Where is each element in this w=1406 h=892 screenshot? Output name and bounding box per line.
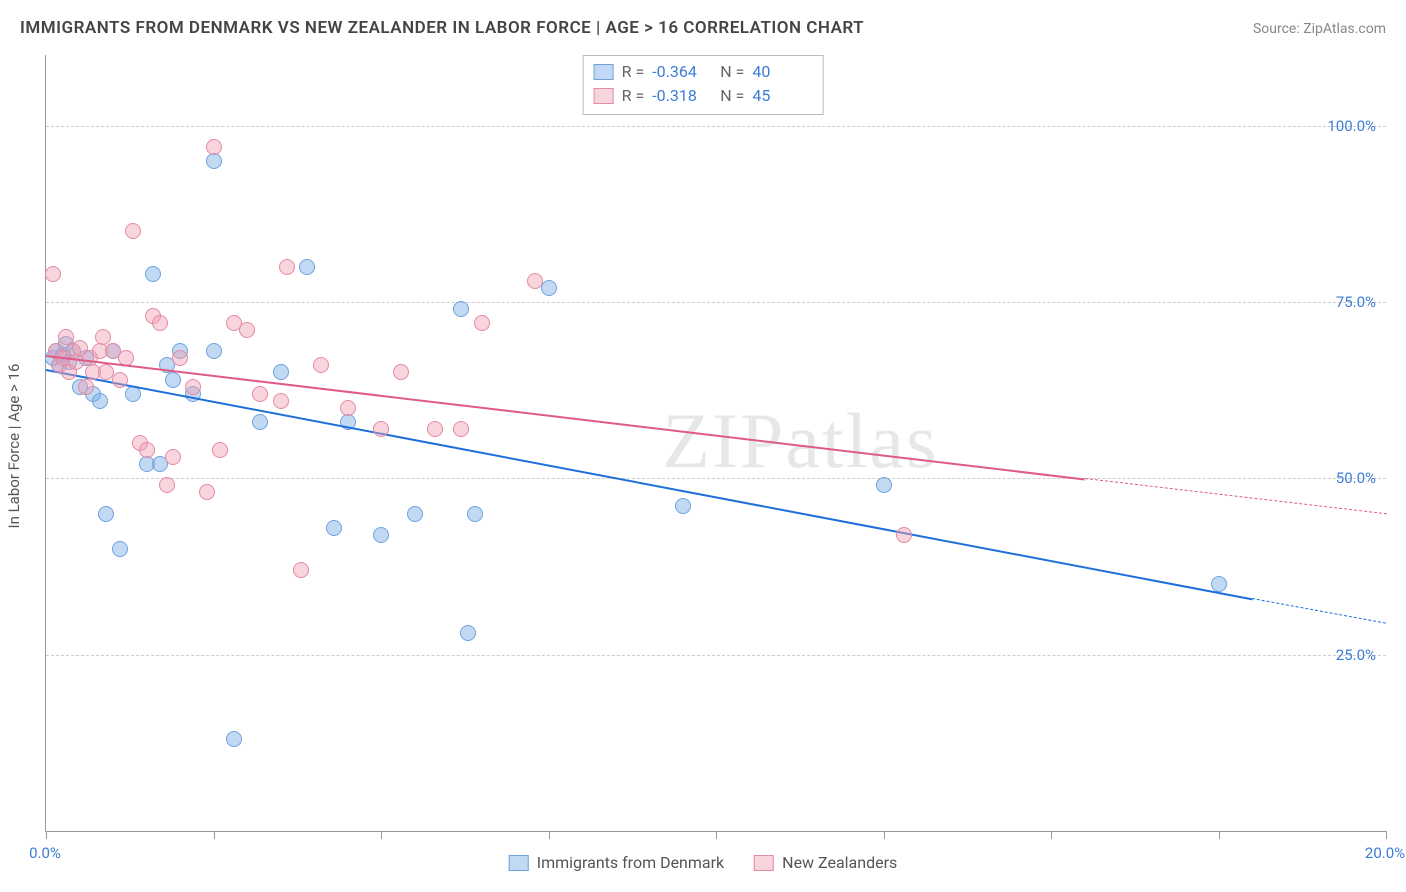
chart-header: IMMIGRANTS FROM DENMARK VS NEW ZEALANDER…: [20, 18, 1386, 38]
data-point: [453, 421, 469, 437]
legend-item: Immigrants from Denmark: [509, 853, 724, 872]
data-point: [239, 322, 255, 338]
y-axis-label: In Labor Force | Age > 16: [5, 364, 23, 529]
data-point: [199, 484, 215, 500]
gridline: [46, 302, 1386, 303]
data-point: [252, 386, 268, 402]
data-point: [112, 372, 128, 388]
correlation-legend: R = -0.364 N = 40 R = -0.318 N = 45: [583, 55, 824, 115]
data-point: [279, 259, 295, 275]
data-point: [313, 357, 329, 373]
y-tick-label: 50.0%: [1336, 469, 1376, 487]
x-tick: [1386, 831, 1387, 839]
gridline: [46, 655, 1386, 656]
data-point: [98, 506, 114, 522]
r-value: -0.318: [652, 84, 712, 108]
data-point: [373, 421, 389, 437]
scatter-plot: ZIPatlas 25.0% 50.0% 75.0% 100.0%: [45, 55, 1386, 832]
n-label: N =: [720, 84, 744, 108]
data-point: [206, 139, 222, 155]
data-point: [152, 315, 168, 331]
data-point: [293, 562, 309, 578]
legend-stat-row: R = -0.318 N = 45: [594, 84, 813, 108]
x-tick: [1051, 831, 1052, 839]
data-point: [373, 527, 389, 543]
chart-title: IMMIGRANTS FROM DENMARK VS NEW ZEALANDER…: [20, 18, 864, 38]
data-point: [139, 442, 155, 458]
n-label: N =: [720, 60, 744, 84]
n-value: 45: [752, 84, 812, 108]
legend-swatch: [594, 88, 614, 104]
regression-line-extrapolated: [1252, 598, 1386, 624]
x-end-label: 20.0%: [1365, 844, 1405, 862]
n-value: 40: [752, 60, 812, 84]
data-point: [45, 266, 61, 282]
gridline: [46, 126, 1386, 127]
x-tick: [884, 831, 885, 839]
data-point: [125, 223, 141, 239]
r-label: R =: [622, 60, 645, 84]
data-point: [206, 153, 222, 169]
series-legend: Immigrants from Denmark New Zealanders: [509, 853, 898, 872]
legend-label: New Zealanders: [782, 853, 897, 872]
y-tick-label: 100.0%: [1327, 117, 1376, 135]
legend-label: Immigrants from Denmark: [537, 853, 724, 872]
data-point: [185, 379, 201, 395]
data-point: [427, 421, 443, 437]
x-tick: [46, 831, 47, 839]
r-label: R =: [622, 84, 645, 108]
legend-swatch: [594, 64, 614, 80]
data-point: [675, 498, 691, 514]
data-point: [527, 273, 543, 289]
data-point: [112, 541, 128, 557]
x-tick: [214, 831, 215, 839]
y-tick-label: 75.0%: [1336, 293, 1376, 311]
data-point: [165, 449, 181, 465]
data-point: [474, 315, 490, 331]
data-point: [212, 442, 228, 458]
data-point: [165, 372, 181, 388]
data-point: [92, 393, 108, 409]
chart-source: Source: ZipAtlas.com: [1253, 21, 1386, 37]
data-point: [896, 527, 912, 543]
data-point: [206, 343, 222, 359]
data-point: [1211, 576, 1227, 592]
data-point: [340, 400, 356, 416]
r-value: -0.364: [652, 60, 712, 84]
data-point: [453, 301, 469, 317]
y-tick-label: 25.0%: [1336, 646, 1376, 664]
data-point: [252, 414, 268, 430]
x-tick: [716, 831, 717, 839]
data-point: [145, 266, 161, 282]
legend-item: New Zealanders: [754, 853, 897, 872]
data-point: [460, 625, 476, 641]
data-point: [159, 477, 175, 493]
data-point: [273, 364, 289, 380]
gridline: [46, 478, 1386, 479]
x-tick: [549, 831, 550, 839]
x-start-label: 0.0%: [29, 844, 61, 862]
data-point: [172, 350, 188, 366]
data-point: [393, 364, 409, 380]
x-tick: [381, 831, 382, 839]
regression-line: [46, 369, 1252, 600]
data-point: [467, 506, 483, 522]
data-point: [273, 393, 289, 409]
data-point: [299, 259, 315, 275]
legend-swatch: [754, 855, 774, 871]
data-point: [226, 731, 242, 747]
legend-stat-row: R = -0.364 N = 40: [594, 60, 813, 84]
data-point: [326, 520, 342, 536]
watermark: ZIPatlas: [662, 396, 938, 486]
data-point: [78, 379, 94, 395]
regression-line: [46, 355, 1085, 480]
data-point: [876, 477, 892, 493]
data-point: [95, 329, 111, 345]
legend-swatch: [509, 855, 529, 871]
x-tick: [1219, 831, 1220, 839]
data-point: [407, 506, 423, 522]
